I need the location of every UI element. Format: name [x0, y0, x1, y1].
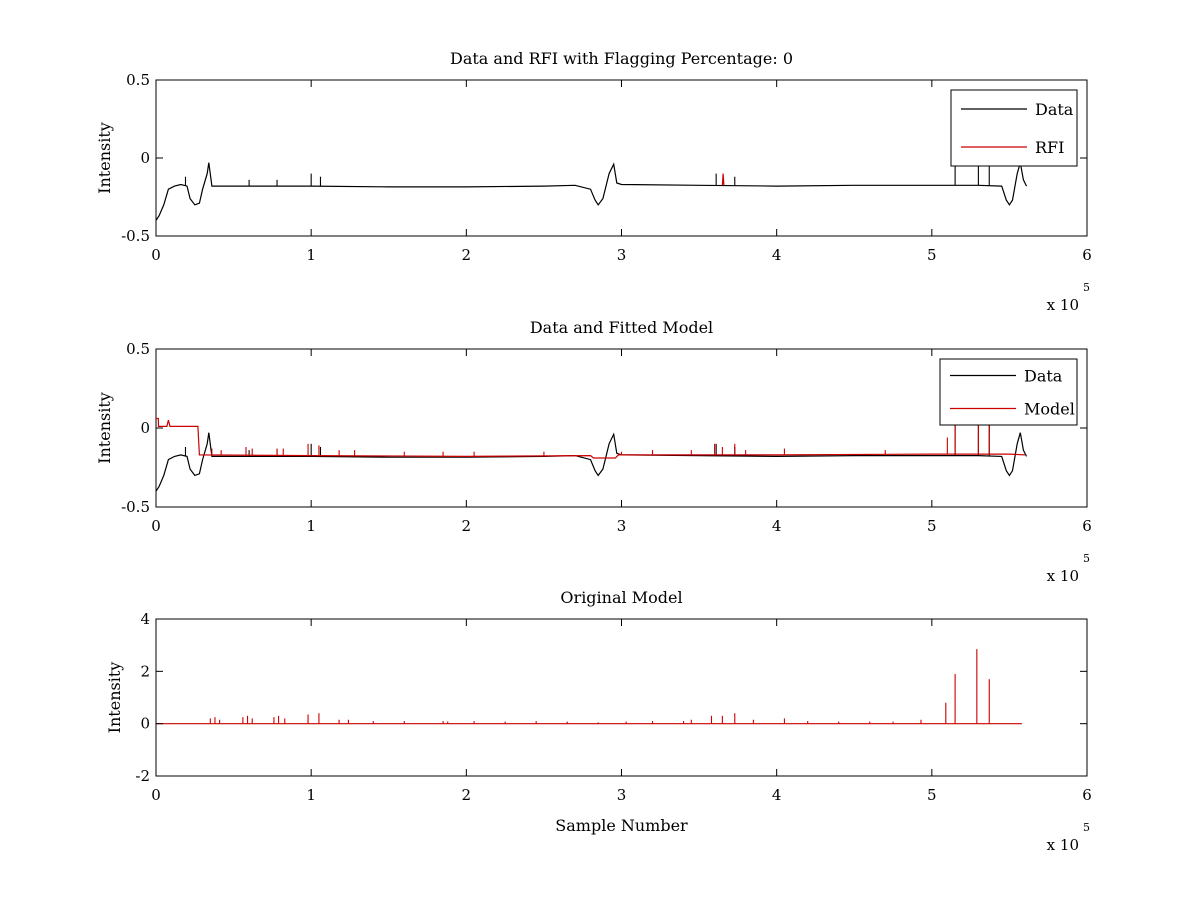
y-axis-label: Intensity [105, 662, 124, 734]
x-tick-label: 0 [151, 786, 161, 804]
x-tick-label: 0 [151, 246, 161, 264]
legend-box [950, 89, 1078, 167]
x-tick-label: 1 [306, 517, 316, 535]
x-tick-label: 6 [1082, 246, 1092, 264]
legend-label: Model [1024, 400, 1075, 419]
x-tick-label: 2 [462, 246, 472, 264]
axes-box [155, 618, 1088, 777]
y-tick-label: -0.5 [121, 227, 150, 245]
series-line-rfi [721, 173, 725, 186]
x-tick-label: 6 [1082, 517, 1092, 535]
x-tick-label: 1 [306, 786, 316, 804]
legend-box [939, 358, 1078, 426]
series-line-data [156, 432, 1028, 492]
x-multiplier: x 10 [1047, 296, 1079, 314]
x-axis-label: Sample Number [555, 816, 688, 835]
x-tick-label: 0 [151, 517, 161, 535]
x-multiplier: x 10 [1047, 836, 1079, 854]
x-tick-label: 3 [617, 517, 627, 535]
legend-label: Data [1035, 100, 1074, 119]
chart-title: Data and Fitted Model [530, 318, 713, 337]
y-tick-label: -2 [135, 767, 150, 785]
x-multiplier-exponent: 5 [1083, 552, 1090, 565]
x-multiplier-exponent: 5 [1083, 281, 1090, 294]
y-tick-label: 4 [140, 610, 150, 628]
chart-title: Data and RFI with Flagging Percentage: 0 [450, 49, 793, 68]
y-tick-label: 0.5 [126, 340, 150, 358]
x-tick-label: 3 [617, 246, 627, 264]
series-line-data [156, 162, 1028, 221]
y-tick-label: 0 [140, 149, 150, 167]
y-tick-label: -0.5 [121, 498, 150, 516]
x-tick-label: 6 [1082, 786, 1092, 804]
plot-area [156, 649, 1022, 725]
y-axis-label: Intensity [95, 392, 114, 464]
y-tick-label: 0 [140, 419, 150, 437]
x-tick-label: 4 [772, 517, 782, 535]
x-tick-label: 5 [927, 786, 937, 804]
x-tick-label: 1 [306, 246, 316, 264]
x-multiplier-exponent: 5 [1083, 821, 1090, 834]
x-multiplier: x 10 [1047, 567, 1079, 585]
x-tick-label: 2 [462, 786, 472, 804]
legend: Data RFI [950, 89, 1078, 167]
x-tick-label: 4 [772, 786, 782, 804]
y-tick-label: 2 [140, 662, 150, 680]
legend: Data Model [939, 358, 1078, 426]
x-tick-label: 2 [462, 517, 472, 535]
y-tick-label: 0.5 [126, 71, 150, 89]
axes-box [155, 348, 1088, 508]
y-tick-label: 0 [140, 715, 150, 733]
axes-box [155, 79, 1088, 237]
legend-label: Data [1024, 367, 1063, 386]
x-tick-label: 5 [927, 517, 937, 535]
x-tick-label: 5 [927, 246, 937, 264]
legend-label: RFI [1035, 138, 1064, 157]
x-tick-label: 3 [617, 786, 627, 804]
y-axis-label: Intensity [95, 122, 114, 194]
chart-title: Original Model [560, 588, 682, 607]
plot-area [156, 417, 1028, 492]
series-line-model [156, 417, 1025, 459]
x-tick-label: 4 [772, 246, 782, 264]
